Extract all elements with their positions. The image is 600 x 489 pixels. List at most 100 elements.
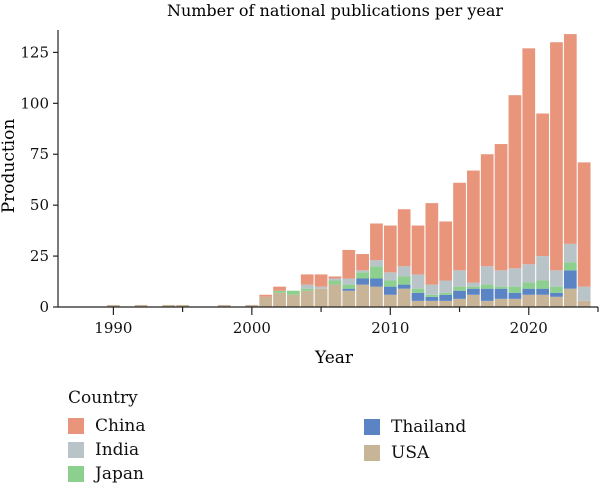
bar-japan-2011 <box>397 276 411 285</box>
bar-india-2006 <box>328 278 342 281</box>
bar-japan-2007 <box>342 284 356 289</box>
bar-china-2001 <box>259 294 273 297</box>
legend: Country China India Japan Thailand USA <box>68 388 588 486</box>
legend-item-thailand: Thailand <box>364 416 466 438</box>
legend-label-china: China <box>95 416 146 436</box>
bar-china-2017 <box>480 154 494 267</box>
bar-usa-1990 <box>107 304 120 307</box>
y-axis-label: Production <box>0 119 19 214</box>
bar-usa-2021 <box>536 294 549 307</box>
bar-usa-2015 <box>453 298 466 307</box>
bar-japan-2009 <box>370 266 383 279</box>
bar-usa-2012 <box>411 300 425 307</box>
y-tick-label-125: 125 <box>20 43 49 61</box>
bar-china-2020 <box>522 48 536 265</box>
bar-thailand-2016 <box>467 288 480 295</box>
bar-india-2014 <box>439 280 453 293</box>
legend-swatch-japan <box>68 466 84 482</box>
bar-japan-2003 <box>287 290 300 295</box>
bar-usa-2022 <box>550 296 563 307</box>
y-tick-label-100: 100 <box>20 94 49 112</box>
bar-usa-2000 <box>245 304 259 307</box>
bar-usa-2010 <box>383 294 397 307</box>
bar-india-2010 <box>383 272 397 281</box>
bar-usa-2024 <box>577 300 591 307</box>
legend-item-india: India <box>68 439 139 461</box>
bar-usa-2001 <box>259 296 273 307</box>
bar-japan-2018 <box>494 286 508 289</box>
bar-usa-1994 <box>162 304 176 307</box>
bar-china-2011 <box>397 209 411 267</box>
legend-swatch-india <box>68 442 84 458</box>
bar-india-2013 <box>425 284 439 295</box>
bar-thailand-2015 <box>453 290 466 299</box>
bar-india-2022 <box>550 270 563 287</box>
bar-japan-2008 <box>356 272 369 279</box>
bar-usa-1992 <box>134 304 148 307</box>
bar-thailand-2014 <box>439 294 453 301</box>
bar-usa-2005 <box>314 288 328 307</box>
x-tick-label-2010: 2010 <box>371 319 409 337</box>
legend-item-japan: Japan <box>68 463 144 485</box>
bar-japan-2017 <box>480 284 494 289</box>
bar-china-2014 <box>439 221 453 281</box>
bar-usa-2003 <box>287 294 300 307</box>
bar-thailand-2012 <box>411 292 425 301</box>
bar-china-2024 <box>577 162 591 287</box>
bar-usa-2019 <box>508 298 522 307</box>
chart-title: Number of national publications per year <box>167 1 503 20</box>
bar-thailand-2021 <box>536 288 549 295</box>
bar-japan-2023 <box>563 262 577 271</box>
bar-china-2023 <box>563 34 577 244</box>
bar-thailand-2019 <box>508 292 522 299</box>
bar-usa-2007 <box>342 290 356 307</box>
bar-japan-2010 <box>383 280 397 287</box>
bar-india-2015 <box>453 270 466 287</box>
bar-india-2007 <box>342 278 356 285</box>
bar-china-2019 <box>508 95 522 269</box>
bar-india-2008 <box>356 270 369 273</box>
bar-india-2023 <box>563 243 577 263</box>
bar-india-2019 <box>508 268 522 287</box>
y-tick-label-25: 25 <box>30 247 49 265</box>
bar-thailand-2020 <box>522 288 536 295</box>
bar-usa-2018 <box>494 298 508 307</box>
bar-china-2018 <box>494 144 508 271</box>
bar-usa-1998 <box>217 304 231 307</box>
bar-usa-2002 <box>273 292 286 307</box>
bar-china-2013 <box>425 203 439 285</box>
legend-label-india: India <box>95 440 140 460</box>
bar-usa-2004 <box>300 290 314 307</box>
bar-china-2010 <box>383 225 397 273</box>
bar-india-2020 <box>522 264 536 283</box>
bar-thailand-2008 <box>356 278 369 285</box>
bar-thailand-2023 <box>563 270 577 289</box>
bar-thailand-2009 <box>370 278 383 287</box>
bar-thailand-2007 <box>342 288 356 291</box>
legend-swatch-thailand <box>364 419 380 435</box>
bar-japan-2021 <box>536 280 549 289</box>
bar-china-2004 <box>300 274 314 285</box>
bar-china-2005 <box>314 274 328 287</box>
y-tick-label-0: 0 <box>39 298 49 316</box>
x-tick-label-2020: 2020 <box>510 319 548 337</box>
bar-usa-2023 <box>563 288 577 307</box>
bar-japan-2019 <box>508 286 522 293</box>
legend-label-japan: Japan <box>95 464 144 484</box>
bar-usa-2014 <box>439 300 453 307</box>
bar-india-2009 <box>370 260 383 267</box>
bar-india-2004 <box>300 284 314 289</box>
legend-label-usa: USA <box>391 443 430 463</box>
bar-thailand-2017 <box>480 288 494 301</box>
bar-usa-2017 <box>480 300 494 307</box>
y-axis: 0 25 50 75 100 125 <box>20 30 59 316</box>
legend-label-thailand: Thailand <box>391 417 467 437</box>
bar-japan-2006 <box>328 280 342 285</box>
bar-china-2016 <box>467 170 480 283</box>
bar-usa-1995 <box>176 304 189 307</box>
bar-usa-2008 <box>356 284 369 307</box>
x-axis-label: Year <box>314 348 354 368</box>
bar-japan-2002 <box>273 290 286 293</box>
bar-india-2005 <box>314 286 328 289</box>
